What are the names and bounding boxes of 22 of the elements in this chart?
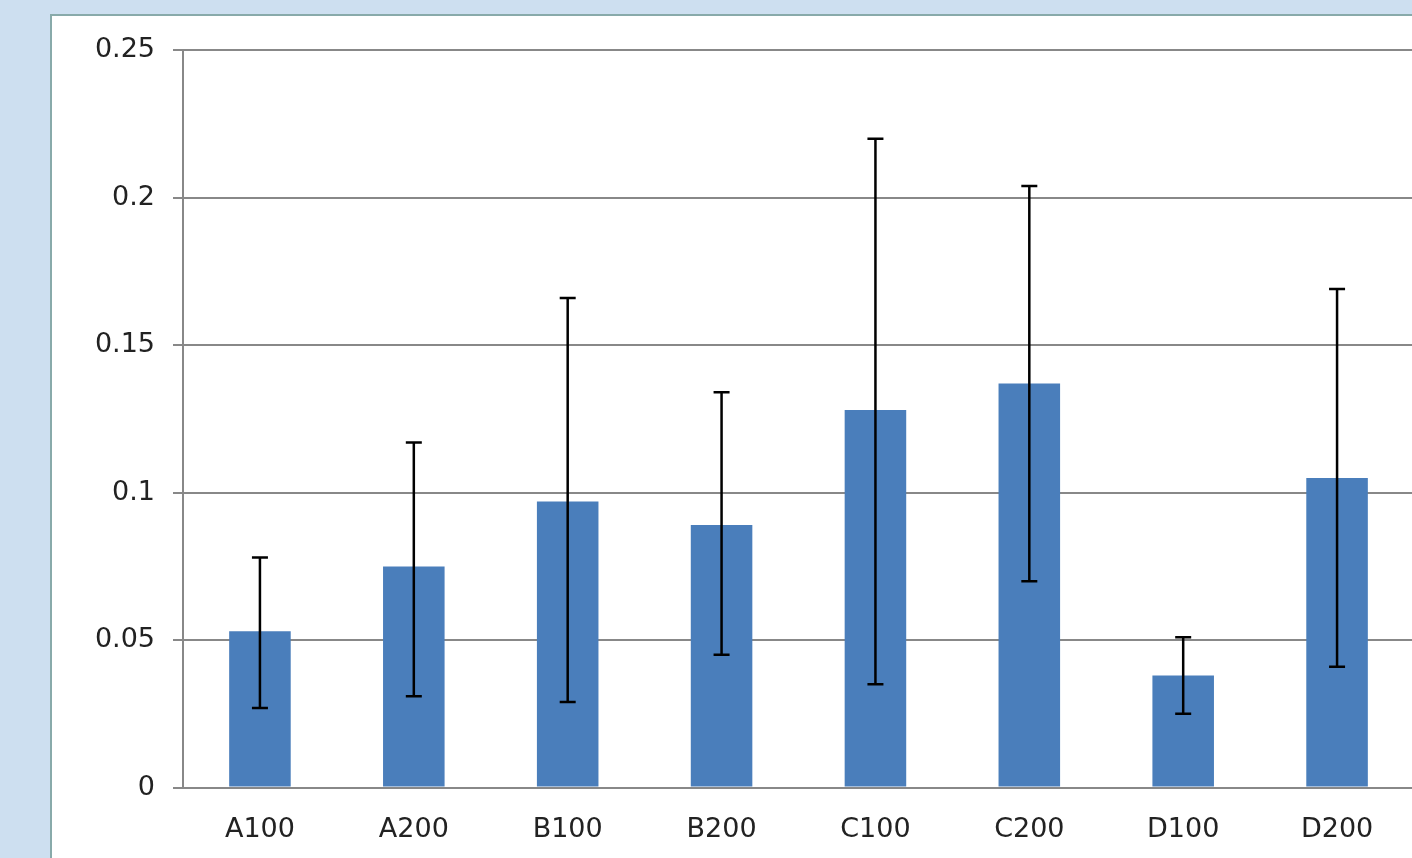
x-tick-label: D200 (1300, 811, 1374, 843)
x-tick-label: C100 (840, 811, 911, 843)
x-tick-label: B100 (532, 811, 603, 843)
y-tick-label: 0.1 (112, 474, 155, 506)
y-tick-label: 0.25 (94, 32, 155, 64)
y-tick-label: 0.15 (94, 327, 155, 359)
bar (229, 631, 291, 787)
bar (536, 501, 599, 787)
y-tick-label: 0.2 (112, 179, 155, 211)
bar (1152, 675, 1214, 787)
bar (383, 566, 445, 787)
x-tick-label: D100 (1147, 811, 1220, 843)
bar (690, 525, 753, 787)
y-tick-label: 0.05 (94, 622, 155, 654)
x-tick-label: A100 (224, 811, 295, 843)
x-tick-label: A200 (378, 811, 449, 843)
bar (844, 410, 907, 787)
bar (1306, 477, 1368, 787)
y-tick-label: 0 (137, 769, 155, 801)
x-tick-label: B200 (686, 811, 757, 843)
x-tick-label: C200 (994, 811, 1065, 843)
bar (998, 383, 1061, 787)
